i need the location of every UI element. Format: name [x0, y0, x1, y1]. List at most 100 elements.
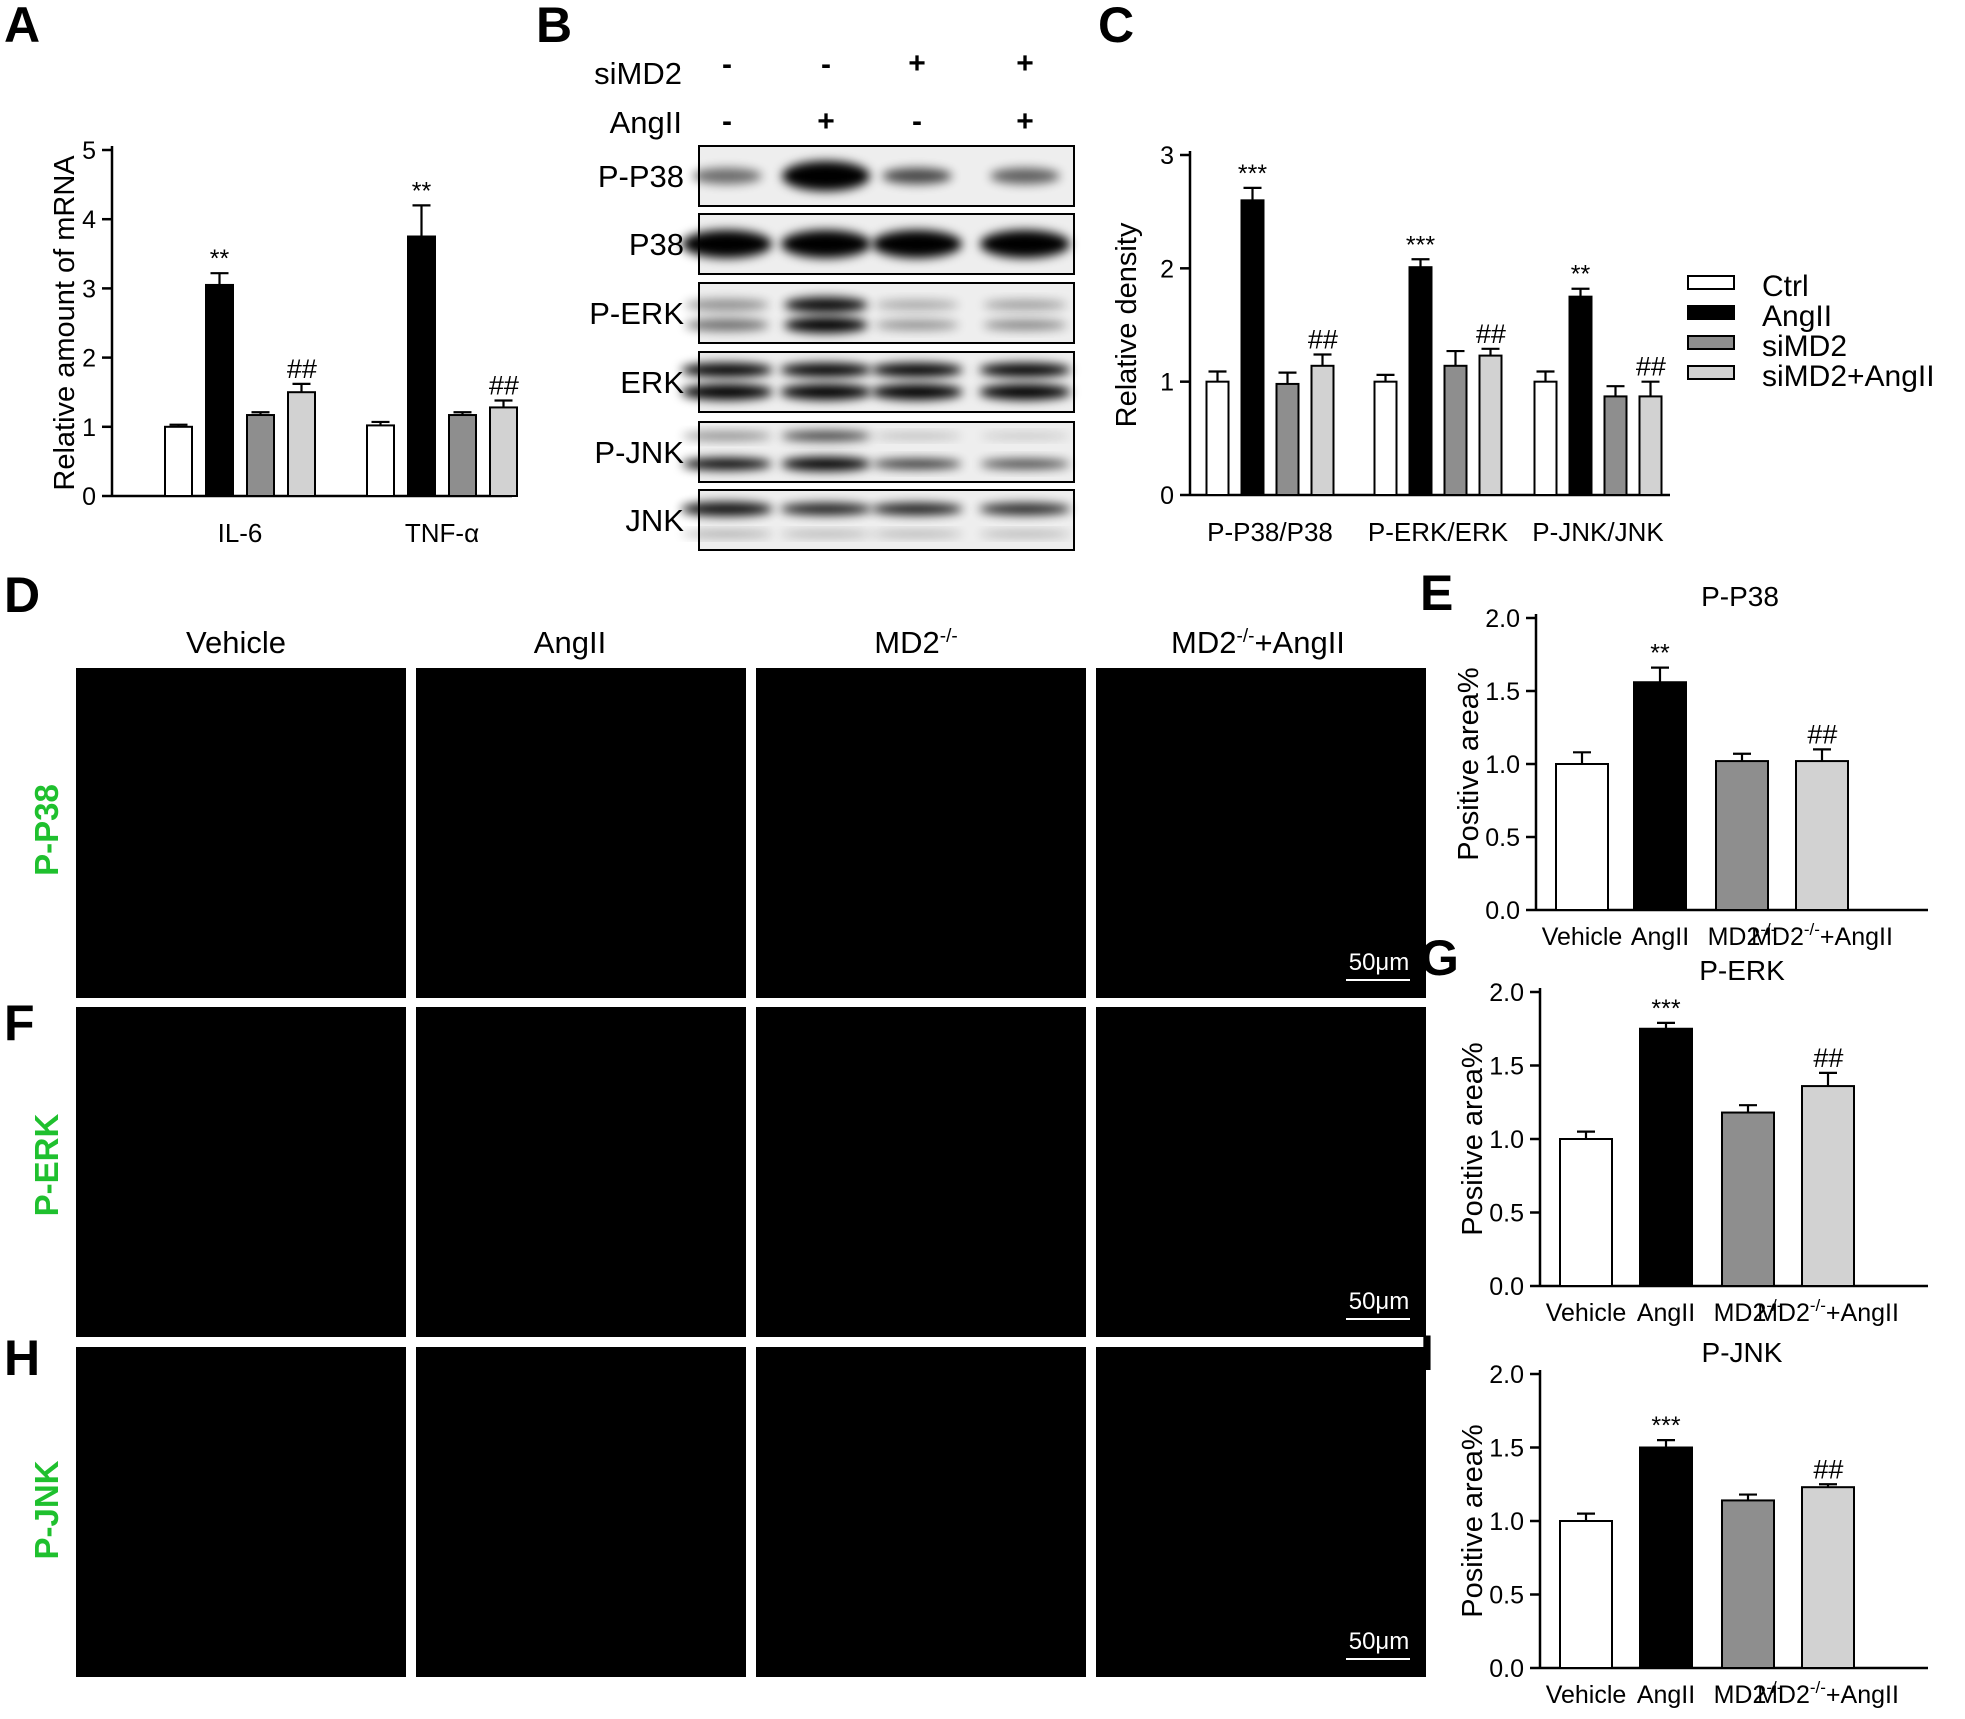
micro-tile-2-3: 50μm	[1096, 1347, 1426, 1677]
chart-e-y-title: Positive area%	[1453, 667, 1485, 860]
micro-tile-0-0	[76, 668, 406, 998]
chart-i-annotation-0: ***	[1651, 1412, 1680, 1440]
blot-band-0-0-2	[882, 168, 952, 184]
chart-a-ytick-label-0: 0	[82, 483, 96, 511]
micro-row-label-pjnk: P-JNK	[28, 1460, 65, 1559]
blot-box-2	[698, 282, 1075, 344]
chart-i-xtick-text-1: AngII	[1637, 1681, 1695, 1709]
chart-c-annotation-5: ##	[1635, 352, 1666, 382]
blot-band-4-1-1	[781, 457, 871, 471]
micro-col-title-md2-sup: -/-	[940, 626, 958, 647]
chart-a-xtick-label-1: TNF-α	[405, 518, 479, 548]
micro-tile-bg-2-1	[416, 1347, 746, 1677]
blot-treatment-signs: - - + + - + - +	[722, 47, 1034, 138]
chart-i-ytick-label-3: 1.5	[1489, 1435, 1524, 1463]
chart-e-ytick-label-4: 2.0	[1485, 605, 1520, 633]
chart-a-annotation-2: **	[412, 177, 432, 205]
micro-tile-1-2	[756, 1007, 1086, 1337]
blot-label-angii: AngII	[610, 105, 682, 140]
chart-e-annotation-0: **	[1650, 640, 1670, 668]
chart-e-annotation-1: ##	[1807, 719, 1838, 749]
chart-e-xtick-text-3: MD2	[1751, 923, 1804, 951]
blot-band-0-0-3	[990, 168, 1060, 184]
blot-band-2-0-0	[685, 299, 769, 311]
legend-swatch-1	[1687, 305, 1735, 320]
chart-g-title: P-ERK	[1699, 955, 1785, 986]
chart-g-bar-3	[1801, 1085, 1855, 1287]
chart-i: 0.0 0.5 1.0 1.5 2.0 Positive area% P-JNK Vehicl…	[1457, 1337, 1928, 1709]
micro-tile-1-1	[416, 1007, 746, 1337]
chart-g-y-title: Positive area%	[1457, 1042, 1489, 1235]
chart-e-xtick-text-0: Vehicle	[1542, 923, 1623, 951]
chart-e-ytick-label-2: 1.0	[1485, 751, 1520, 779]
chart-i-annotation-1: ##	[1813, 1454, 1844, 1484]
micro-col-title-md2-angii-text: MD2	[1171, 625, 1236, 660]
micro-tile-bg-0-2	[756, 668, 1086, 998]
chart-i-xtick-label-2: MD2-/-	[1714, 1678, 1783, 1709]
chart-g-bar-2	[1721, 1111, 1775, 1288]
panel-letter-f: F	[4, 995, 35, 1051]
chart-i-title: P-JNK	[1702, 1337, 1783, 1368]
chart-g-xtick-sup-2: -/-	[1766, 1296, 1782, 1315]
chart-c-xtick-label-0: P-P38/P38	[1207, 517, 1333, 547]
blot-band-2-1-1	[784, 317, 868, 333]
chart-g-xtick-suffix-3: +AngII	[1826, 1299, 1899, 1327]
chart-e-title: P-P38	[1701, 581, 1779, 612]
chart-c-bar-2-2	[1603, 395, 1628, 496]
panel-letter-c: C	[1098, 0, 1134, 53]
chart-i-ytick-label-0: 0.0	[1489, 1655, 1524, 1683]
micro-scalebar-label-2: 50μm	[1349, 1628, 1410, 1655]
micro-col-title-vehicle: Vehicle	[186, 625, 286, 660]
chart-c-xtick-label-1: P-ERK/ERK	[1368, 517, 1509, 547]
chart-i-bar-2	[1721, 1499, 1775, 1670]
micro-col-title-md2-angii: MD2-/-+AngII	[1171, 625, 1345, 660]
micro-col-title-angii: AngII	[534, 625, 606, 660]
blot-band-1-0-1	[781, 230, 871, 258]
chart-c-ytick-label-2: 2	[1160, 255, 1174, 283]
chart-c-bar-0-0	[1205, 380, 1230, 496]
blot-band-4-1-0	[682, 458, 772, 470]
blot-band-4-0-1	[781, 431, 871, 441]
blot-simd2-sign-0: -	[722, 48, 732, 81]
chart-i-bar-3	[1801, 1486, 1855, 1669]
micro-tile-1-0	[76, 1007, 406, 1337]
chart-i-xtick-label-1: AngII	[1637, 1681, 1695, 1709]
chart-g-xtick-label-3: MD2-/-+AngII	[1757, 1296, 1899, 1327]
panel-letter-h: H	[4, 1330, 40, 1386]
blot-band-2-0-2	[875, 300, 959, 310]
chart-c-ytick-label-3: 3	[1160, 142, 1174, 170]
chart-i-y-title: Positive area%	[1457, 1424, 1489, 1617]
chart-a-bar-0-1	[205, 283, 234, 497]
micro-tile-2-2	[756, 1347, 1086, 1677]
chart-e-bar-1	[1633, 681, 1687, 911]
chart-g-ytick-label-4: 2.0	[1489, 979, 1524, 1007]
chart-i-xtick-text-3: MD2	[1757, 1681, 1810, 1709]
micro-tile-0-3: 50μm	[1096, 668, 1426, 998]
blot-band-0-0-1	[782, 161, 870, 191]
micro-tile-0-1	[416, 668, 746, 998]
blot-band-1-0-3	[980, 230, 1070, 258]
chart-a-ytick-label-5: 5	[82, 137, 96, 165]
micro-scalebar-label-0: 50μm	[1349, 949, 1410, 976]
legend-label-0: Ctrl	[1762, 270, 1809, 303]
chart-a-annotation-3: ##	[488, 371, 519, 401]
chart-c-xtick-label-2: P-JNK/JNK	[1532, 517, 1664, 547]
chart-g-bar-0	[1559, 1138, 1613, 1287]
chart-g-annotation-1: ##	[1813, 1043, 1844, 1073]
micro-tile-2-0	[76, 1347, 406, 1677]
chart-g: 0.0 0.5 1.0 1.5 2.0 Positive area% P-ERK Vehicl…	[1457, 955, 1928, 1327]
blot-band-5-0-0	[681, 502, 773, 516]
chart-g-xtick-label-1: AngII	[1637, 1299, 1695, 1327]
chart-i-ytick-label-4: 2.0	[1489, 1361, 1524, 1389]
chart-a-y-title: Relative amount of mRNA	[49, 155, 81, 491]
chart-e-xtick-label-2: MD2-/-	[1708, 920, 1777, 951]
blot-band-3-0-0	[681, 363, 773, 377]
chart-c-bar-0-1	[1240, 199, 1265, 496]
micro-tile-bg-1-0	[76, 1007, 406, 1337]
legend-swatch-0	[1687, 275, 1735, 290]
blot-box-3	[698, 351, 1075, 413]
chart-e: 0.0 0.5 1.0 1.5 2.0 Positive area% P-P38 Vehicl…	[1453, 581, 1928, 951]
blot-box-4	[698, 421, 1075, 483]
